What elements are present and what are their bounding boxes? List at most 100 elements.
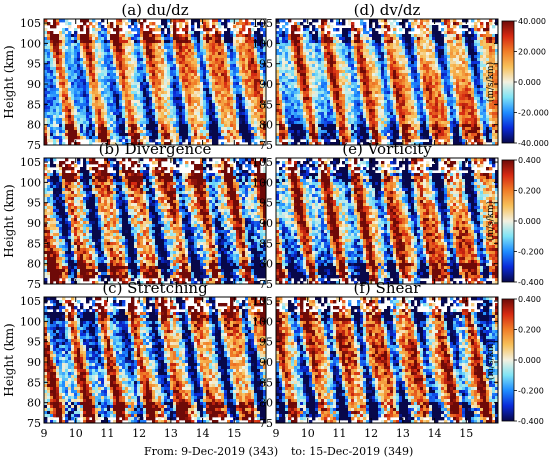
y-tick-label: 75 bbox=[27, 417, 41, 430]
x-tick-label: 11 bbox=[100, 427, 114, 440]
y-tick-label: 100 bbox=[252, 315, 273, 328]
colorbar-tick-label: -40.000 bbox=[518, 139, 549, 148]
panel-title-a: (a) du/dz bbox=[121, 1, 188, 19]
heatmap-d bbox=[276, 19, 498, 145]
y-tick-label: 75 bbox=[259, 417, 273, 430]
x-tick-label: 10 bbox=[69, 427, 83, 440]
y-tick-label: 105 bbox=[20, 295, 41, 308]
y-tick-label: 95 bbox=[259, 336, 273, 349]
panel-frame-f bbox=[275, 296, 499, 424]
x-tick-label: 12 bbox=[132, 427, 146, 440]
y-tick-label: 85 bbox=[259, 98, 273, 111]
colorbar-2: 0.400 0.200 0.000 -0.200 -0.400 (m/s/km) bbox=[485, 295, 544, 426]
panel-a: (a) du/dz 75 80 85 90 95 100 105 Height (km) bbox=[2, 1, 267, 152]
y-tick-label: 105 bbox=[252, 295, 273, 308]
y-tick-label: 80 bbox=[259, 119, 273, 132]
y-tick-label: 75 bbox=[27, 278, 41, 291]
colorbar-layer: 40.00020.0000.000-20.000-40.000(m/s/km)0… bbox=[485, 17, 549, 426]
colorbar-gradient bbox=[501, 20, 515, 144]
footer-from: From: 9-Dec-2019 (343) bbox=[144, 445, 278, 458]
y-tick-label: 80 bbox=[259, 258, 273, 271]
colorbar-tick-label: 0.000 bbox=[518, 217, 541, 226]
colorbar-tick-label: 0.200 bbox=[518, 187, 541, 196]
y-tick-label: 85 bbox=[27, 237, 41, 250]
panel-title-c: (c) Stretching bbox=[102, 279, 208, 297]
panel-title-d: (d) dv/dz bbox=[354, 1, 421, 19]
y-tick-label: 95 bbox=[27, 336, 41, 349]
panel-c: (c) Stretching 75 80 85 90 95 100 105 Height (km… bbox=[2, 279, 267, 440]
x-tick-label: 13 bbox=[396, 427, 410, 440]
colorbar-tick-label: 0.000 bbox=[518, 78, 541, 87]
y-tick-label: 95 bbox=[259, 58, 273, 71]
colorbar-tick-label: -20.000 bbox=[518, 109, 549, 118]
colorbar-unit: (m/s/km) bbox=[485, 62, 496, 102]
x-tick-label: 12 bbox=[364, 427, 378, 440]
panel-d: (d) dv/dz 75 80 85 90 95 100 105 bbox=[252, 1, 499, 152]
y-tick-label: 80 bbox=[27, 397, 41, 410]
panel-f: (f) Shear 75 80 85 90 95 100 105 9 10 11 12 13 14 15 bbox=[252, 279, 499, 440]
panel-frame-b bbox=[43, 157, 267, 285]
y-tick-label: 105 bbox=[252, 156, 273, 169]
y-tick-label: 105 bbox=[20, 17, 41, 30]
panel-frame-d bbox=[275, 18, 499, 146]
panel-frame-a bbox=[43, 18, 267, 146]
x-tick-label: 10 bbox=[301, 427, 315, 440]
colorbar-tick-label: 0.000 bbox=[518, 356, 541, 365]
x-tick-label: 9 bbox=[41, 427, 48, 440]
y-tick-label: 85 bbox=[259, 376, 273, 389]
y-tick-label: 100 bbox=[20, 37, 41, 50]
x-tick-label: 15 bbox=[459, 427, 473, 440]
colorbar-tick-label: 0.400 bbox=[518, 156, 541, 165]
colorbar-unit: (m/s/km) bbox=[485, 340, 496, 380]
y-tick-label: 75 bbox=[259, 278, 273, 291]
y-tick-label: 105 bbox=[20, 156, 41, 169]
colorbar-0: 40.000 20.000 0.000 -20.000 -40.000 (m/s/km) bbox=[485, 17, 549, 148]
y-tick-label: 90 bbox=[259, 356, 273, 369]
heatmap-f bbox=[276, 297, 498, 423]
footer-to: to: 15-Dec-2019 (349) bbox=[291, 445, 413, 458]
y-tick-label: 100 bbox=[252, 176, 273, 189]
x-tick-label: 9 bbox=[273, 427, 280, 440]
panel-layer: (a) du/dz 75 80 85 90 95 100 105 Height (km) (d) … bbox=[2, 1, 499, 440]
y-tick-label: 85 bbox=[27, 98, 41, 111]
panel-title-f: (f) Shear bbox=[354, 279, 422, 297]
y-tick-label: 90 bbox=[27, 217, 41, 230]
panel-title-b: (b) Divergence bbox=[99, 140, 212, 158]
y-tick-label: 100 bbox=[20, 176, 41, 189]
colorbar-tick-label: -0.200 bbox=[518, 248, 544, 257]
x-tick-label: 13 bbox=[164, 427, 178, 440]
y-tick-label: 85 bbox=[259, 237, 273, 250]
y-tick-label: 80 bbox=[27, 119, 41, 132]
colorbar-gradient bbox=[501, 298, 515, 422]
heatmap-a bbox=[44, 19, 266, 145]
panel-title-e: (e) Vorticity bbox=[342, 140, 432, 158]
heatmap-e bbox=[276, 158, 498, 284]
panel-b: (b) Divergence 75 80 85 90 95 100 105 Height (km… bbox=[2, 140, 267, 291]
x-tick-label: 14 bbox=[428, 427, 442, 440]
colorbar-tick-label: -0.200 bbox=[518, 387, 544, 396]
y-tick-label: 90 bbox=[259, 78, 273, 91]
colorbar-tick-label: -0.400 bbox=[518, 417, 544, 426]
heatmap-c bbox=[44, 297, 266, 423]
y-tick-label: 80 bbox=[259, 397, 273, 410]
y-tick-label: 100 bbox=[20, 315, 41, 328]
y-axis-label: Height (km) bbox=[2, 323, 16, 396]
colorbar-tick-label: -0.400 bbox=[518, 278, 544, 287]
y-tick-label: 80 bbox=[27, 258, 41, 271]
y-tick-label: 75 bbox=[27, 139, 41, 152]
y-tick-label: 95 bbox=[259, 197, 273, 210]
colorbar-tick-label: 20.000 bbox=[518, 48, 546, 57]
y-tick-label: 105 bbox=[252, 17, 273, 30]
y-tick-label: 85 bbox=[27, 376, 41, 389]
y-axis-label: Height (km) bbox=[2, 45, 16, 118]
y-tick-label: 75 bbox=[259, 139, 273, 152]
colorbar-tick-label: 40.000 bbox=[518, 17, 546, 26]
y-tick-label: 90 bbox=[27, 78, 41, 91]
colorbar-tick-label: 0.400 bbox=[518, 295, 541, 304]
x-tick-label: 14 bbox=[196, 427, 210, 440]
heatmap-b bbox=[44, 158, 266, 284]
colorbar-tick-label: 0.200 bbox=[518, 326, 541, 335]
panel-e: (e) Vorticity 75 80 85 90 95 100 105 bbox=[252, 140, 499, 291]
colorbar-unit: (m/s/km) bbox=[485, 201, 496, 241]
